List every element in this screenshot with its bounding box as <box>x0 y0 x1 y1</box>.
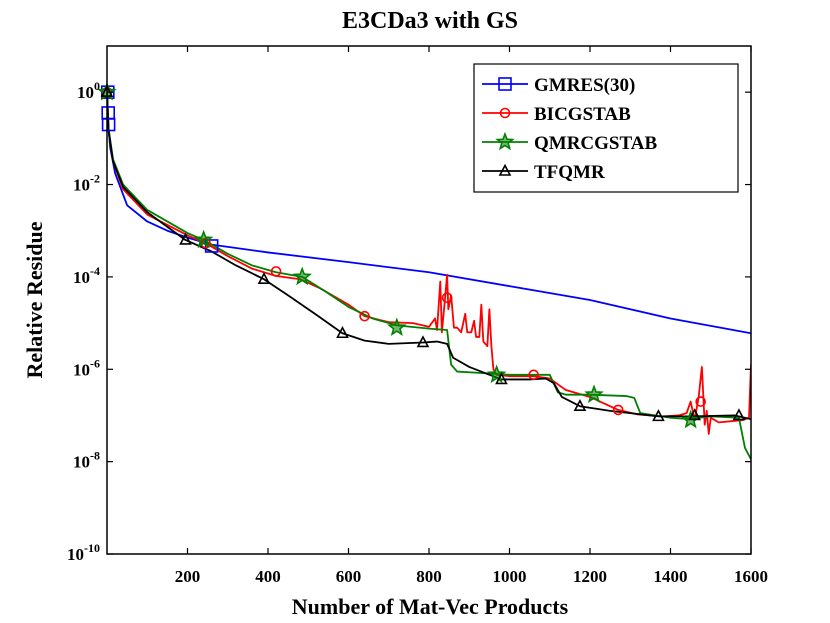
y-tick-base: 10 <box>73 268 90 287</box>
y-tick-label: 10-10 <box>67 541 100 564</box>
data-point-bicgstab <box>528 369 539 381</box>
data-point-qmrcgstab <box>387 317 407 336</box>
data-point-tfqmr <box>573 399 587 412</box>
x-tick-label: 400 <box>255 567 281 586</box>
x-tick-label: 1600 <box>734 567 768 586</box>
series-line-tfqmr <box>107 92 751 421</box>
x-tick-label: 600 <box>336 567 362 586</box>
y-tick-exponent: -10 <box>84 541 100 555</box>
data-point-tfqmr <box>688 408 701 421</box>
x-axis-label: Number of Mat-Vec Products <box>292 594 569 619</box>
legend-marker <box>498 77 512 91</box>
legend-entry-label: GMRES(30) <box>534 75 635 96</box>
legend-entry-label: BICGSTAB <box>534 104 631 125</box>
marker-layer <box>97 81 746 429</box>
data-point-bicgstab <box>695 396 706 407</box>
legend-entry-label: TFQMR <box>534 162 605 183</box>
x-tick-label: 1200 <box>573 567 607 586</box>
legend-marker <box>498 163 512 176</box>
x-tick-label: 200 <box>175 567 201 586</box>
legend: GMRES(30) BICGSTAB QMRCGSTAB TFQMR <box>473 63 739 193</box>
data-point-tfqmr <box>179 232 192 245</box>
data-point-tfqmr <box>336 326 349 339</box>
data-point-bicgstab <box>359 310 370 322</box>
y-tick-label: 10-8 <box>73 449 100 472</box>
data-point-bicgstab <box>270 266 282 277</box>
legend-entry-label: QMRCGSTAB <box>534 133 657 154</box>
x-tick-label: 1000 <box>493 567 527 586</box>
y-tick-base: 10 <box>73 360 90 379</box>
y-tick-base: 10 <box>67 545 84 564</box>
data-point-tfqmr <box>732 408 746 421</box>
data-point-qmrcgstab <box>486 364 507 384</box>
data-point-gmres-30- <box>204 239 219 253</box>
data-point-qmrcgstab <box>193 229 214 249</box>
data-point-tfqmr <box>495 372 508 385</box>
y-tick-exponent: -2 <box>90 172 100 186</box>
data-point-qmrcgstab <box>292 266 312 286</box>
y-tick-base: 10 <box>77 83 94 102</box>
legend-marker <box>495 131 515 151</box>
data-point-gmres-30- <box>101 117 116 132</box>
data-point-qmrcgstab <box>584 384 604 403</box>
legend-marker <box>499 107 511 119</box>
data-point-tfqmr <box>416 335 430 348</box>
y-tick-exponent: -6 <box>90 356 100 370</box>
y-tick-exponent: 0 <box>94 79 100 93</box>
data-point-bicgstab <box>441 292 453 303</box>
y-tick-exponent: -4 <box>90 264 100 278</box>
y-tick-label: 10-6 <box>73 356 100 379</box>
y-tick-base: 10 <box>73 453 90 472</box>
y-tick-label: 10-4 <box>73 264 100 287</box>
x-tick-label: 1400 <box>654 567 688 586</box>
y-tick-label: 100 <box>77 79 100 102</box>
y-tick-label: 10-2 <box>73 172 100 195</box>
chart-title: E3CDa3 with GS <box>342 8 518 34</box>
data-point-tfqmr <box>257 272 271 285</box>
x-axis-ticks: 200 400 600 800 1000 1200 1400 1600 <box>175 46 768 586</box>
y-tick-base: 10 <box>73 176 90 195</box>
y-axis-label: Relative Residue <box>22 221 47 378</box>
x-tick-label: 800 <box>416 567 442 586</box>
y-tick-exponent: -8 <box>90 449 100 463</box>
data-point-tfqmr <box>652 409 665 422</box>
data-point-bicgstab <box>612 404 624 416</box>
